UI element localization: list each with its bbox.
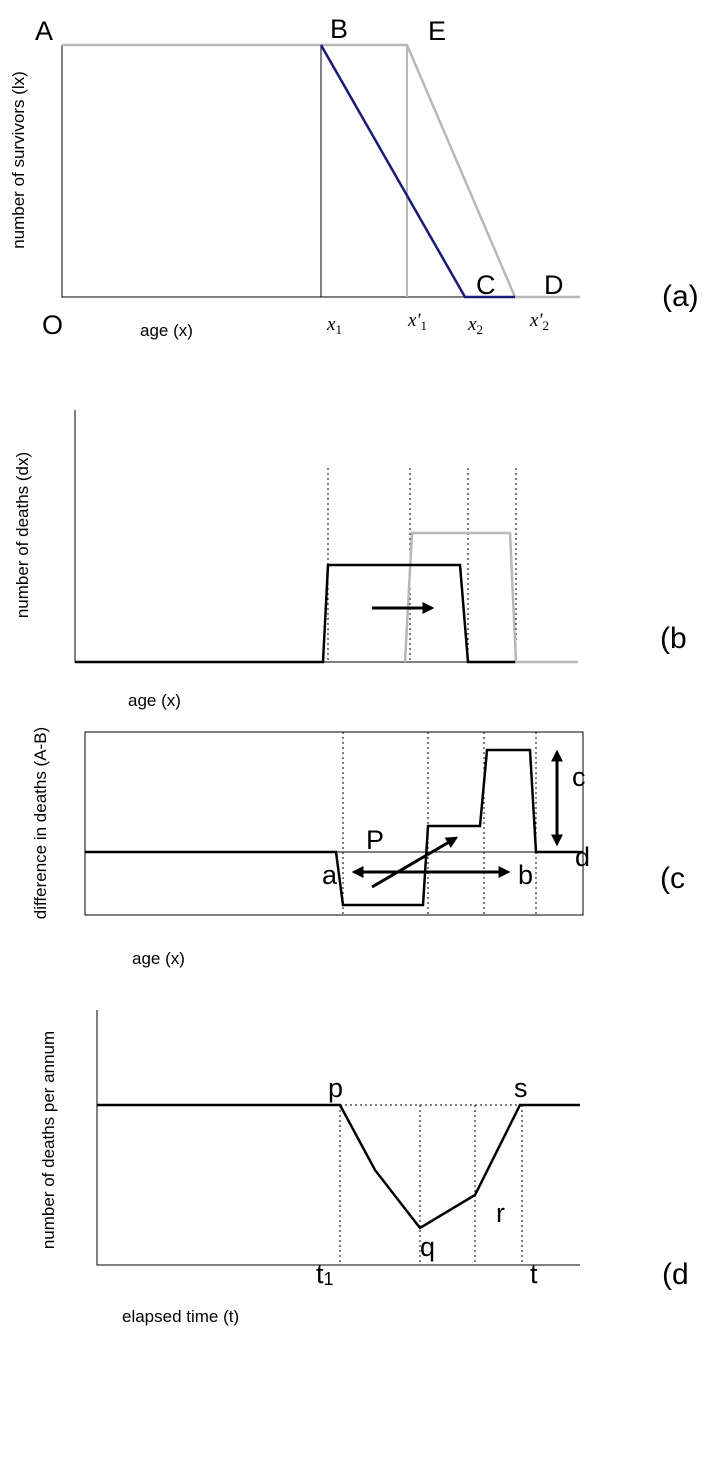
x-label: age (x) [140, 321, 193, 340]
curve [97, 1103, 580, 1230]
label: B [330, 14, 348, 44]
panel-d: p s q r t t1 number of deaths per annum … [39, 1010, 689, 1326]
curve-gray [62, 43, 580, 299]
frame [84, 731, 584, 916]
age-label: x2 [467, 314, 483, 337]
panel-b: number of deaths (dx) age (x) (b [13, 410, 687, 710]
curve [85, 748, 583, 907]
label: p [328, 1073, 343, 1103]
label: q [420, 1232, 435, 1262]
arrow [371, 836, 459, 889]
label: P [366, 825, 384, 855]
y-label: number of deaths per annum [39, 1031, 58, 1249]
age-label: x'2 [529, 310, 549, 333]
time-label: t1 [316, 1259, 334, 1289]
label: O [42, 310, 63, 340]
axes [74, 410, 578, 663]
label: A [35, 16, 53, 46]
label: a [322, 860, 338, 890]
label: t [530, 1259, 538, 1289]
y-label: number of survivors (lx) [9, 71, 28, 249]
axes [96, 1010, 580, 1266]
panel-c: P a b c d difference in deaths (A-B) age… [31, 727, 685, 968]
label: r [496, 1198, 505, 1228]
label: C [476, 270, 496, 300]
label: s [514, 1073, 528, 1103]
y-label: number of deaths (dx) [13, 452, 32, 618]
panel-tag: (d [662, 1258, 689, 1291]
age-label: x'1 [407, 310, 427, 333]
panel-tag: (a) [662, 280, 699, 313]
panel-a: A B E C D O age (x) x1 x'1 x2 x'2 number… [9, 14, 699, 340]
curve-black [75, 563, 515, 664]
label: D [544, 270, 564, 300]
x-label: age (x) [128, 691, 181, 710]
label: E [428, 16, 446, 46]
label: b [518, 860, 533, 890]
label: d [575, 842, 590, 872]
age-label: x1 [326, 314, 342, 337]
y-label: difference in deaths (A-B) [31, 727, 50, 919]
curve-gray [403, 531, 578, 664]
panel-tag: (c [660, 862, 685, 895]
label: c [572, 762, 586, 792]
panel-tag: (b [660, 622, 687, 655]
curve-navy [319, 44, 515, 299]
x-label: age (x) [132, 949, 185, 968]
x-label: elapsed time (t) [122, 1307, 239, 1326]
